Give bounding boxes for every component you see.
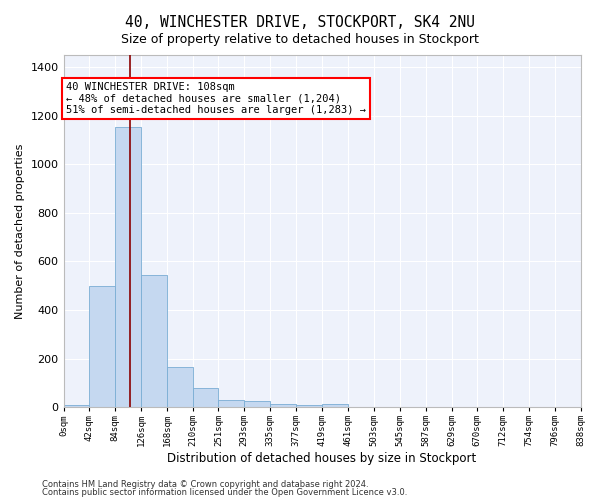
Bar — [193, 388, 218, 407]
Y-axis label: Number of detached properties: Number of detached properties — [15, 144, 25, 319]
Bar — [218, 400, 244, 407]
Bar — [322, 404, 348, 407]
Bar — [296, 406, 322, 407]
Text: 40, WINCHESTER DRIVE, STOCKPORT, SK4 2NU: 40, WINCHESTER DRIVE, STOCKPORT, SK4 2NU — [125, 15, 475, 30]
Bar — [270, 404, 296, 407]
Text: 40 WINCHESTER DRIVE: 108sqm
← 48% of detached houses are smaller (1,204)
51% of : 40 WINCHESTER DRIVE: 108sqm ← 48% of det… — [67, 82, 367, 116]
X-axis label: Distribution of detached houses by size in Stockport: Distribution of detached houses by size … — [167, 452, 476, 465]
Bar — [244, 401, 270, 407]
Text: Size of property relative to detached houses in Stockport: Size of property relative to detached ho… — [121, 32, 479, 46]
Bar — [89, 286, 115, 407]
Bar — [141, 275, 167, 407]
Bar — [64, 405, 89, 407]
Bar — [167, 367, 193, 407]
Text: Contains HM Land Registry data © Crown copyright and database right 2024.: Contains HM Land Registry data © Crown c… — [42, 480, 368, 489]
Bar — [115, 126, 141, 407]
Text: Contains public sector information licensed under the Open Government Licence v3: Contains public sector information licen… — [42, 488, 407, 497]
